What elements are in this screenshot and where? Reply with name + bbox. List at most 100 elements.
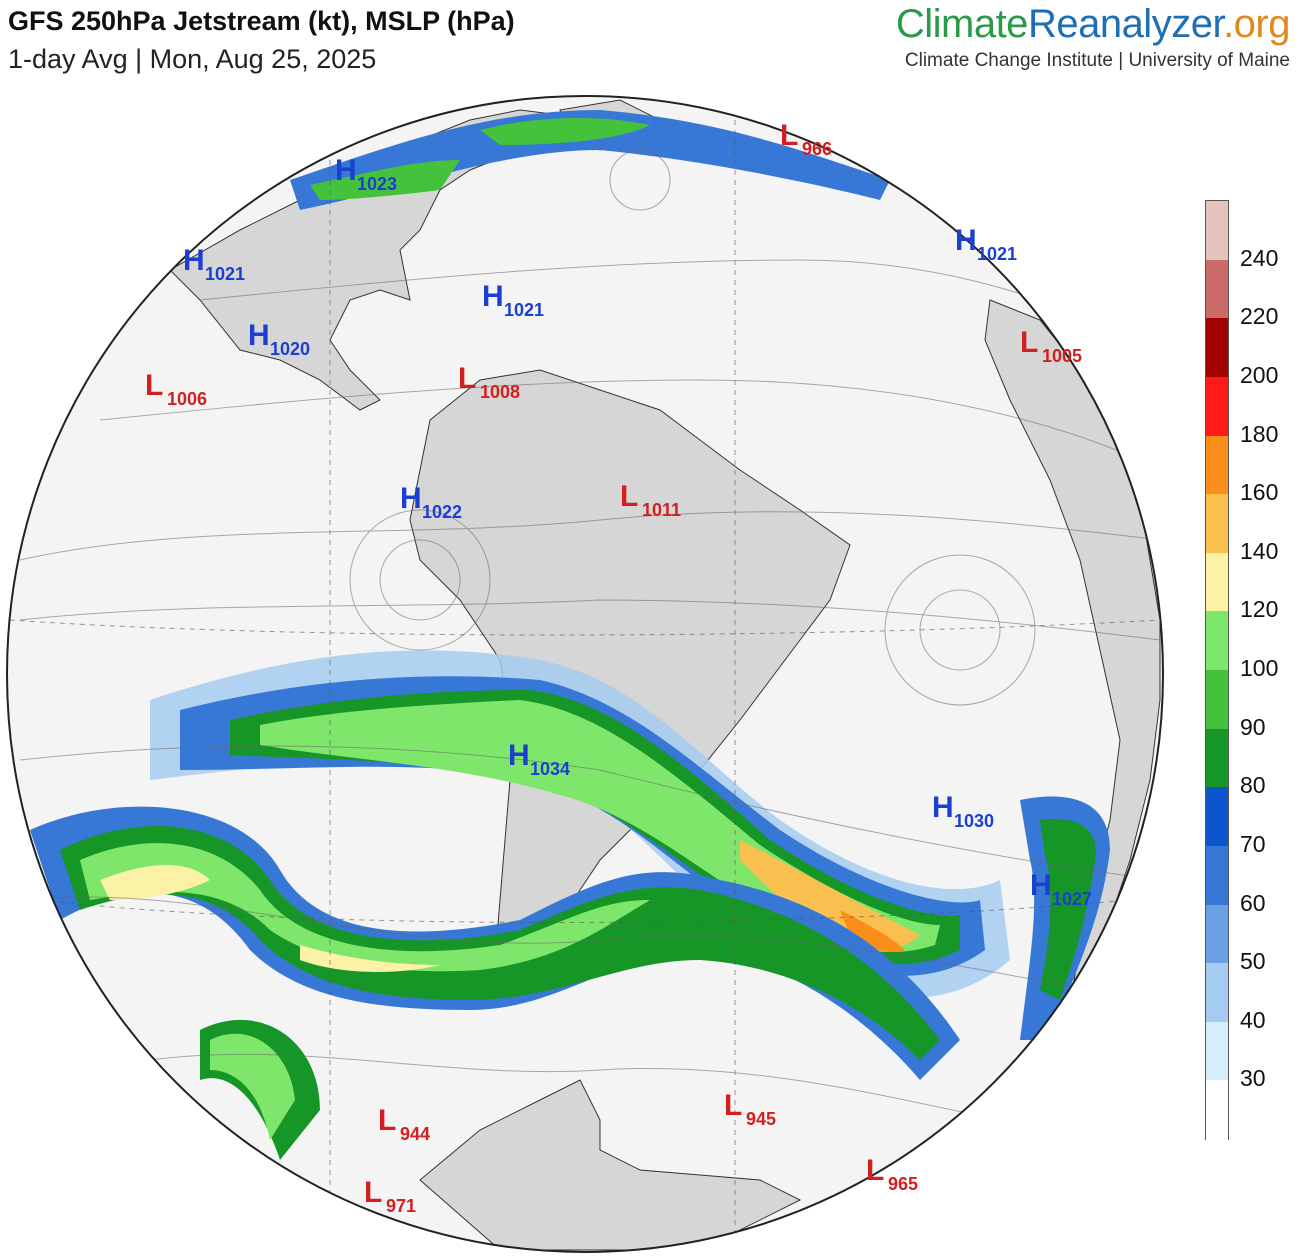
- high-pressure-label: H 1021: [955, 224, 1017, 264]
- pressure-value: 945: [746, 1109, 776, 1129]
- low-pressure-label: L 944: [378, 1104, 430, 1144]
- globe-outline: [6, 95, 1164, 1253]
- map-subtitle: 1-day Avg | Mon, Aug 25, 2025: [8, 44, 377, 74]
- pressure-letter: L: [458, 362, 476, 395]
- low-pressure-label: L 966: [780, 119, 832, 159]
- pressure-letter: H: [932, 791, 954, 824]
- colorbar-segment: [1206, 1021, 1228, 1081]
- low-pressure-label: L 1011: [620, 480, 681, 520]
- high-pressure-label: H 1021: [183, 244, 245, 284]
- pressure-letter: H: [955, 224, 977, 257]
- low-pressure-label: L 1006: [145, 369, 207, 409]
- pressure-value: 1008: [480, 382, 520, 402]
- wind-speed-colorbar: [1205, 200, 1229, 1140]
- colorbar-segment: [1206, 259, 1228, 319]
- pressure-value: 971: [386, 1196, 416, 1216]
- colorbar-segment: [1206, 1080, 1228, 1140]
- pressure-value: 965: [888, 1174, 918, 1194]
- pressure-value: 1027: [1052, 889, 1092, 909]
- colorbar-segment: [1206, 376, 1228, 436]
- colorbar-tick-label: 220: [1240, 303, 1279, 330]
- pressure-value: 944: [400, 1124, 430, 1144]
- colorbar-segment: [1206, 318, 1228, 378]
- colorbar-segment: [1206, 963, 1228, 1023]
- low-pressure-label: L 965: [866, 1154, 918, 1194]
- brand-subtitle: Climate Change Institute | University of…: [904, 50, 1290, 71]
- colorbar-segment: [1206, 201, 1228, 261]
- pressure-letter: L: [866, 1154, 884, 1187]
- pressure-letter: H: [1030, 869, 1052, 902]
- pressure-value: 1034: [530, 759, 570, 779]
- pressure-letter: L: [724, 1089, 742, 1122]
- colorbar-tick-label: 40: [1240, 1006, 1266, 1033]
- colorbar-tick-label: 140: [1240, 537, 1279, 564]
- pressure-letter: H: [482, 280, 504, 313]
- colorbar-segment: [1206, 552, 1228, 612]
- low-pressure-label: L 1008: [458, 362, 520, 402]
- colorbar-tick-label: 120: [1240, 596, 1279, 623]
- colorbar-tick-label: 80: [1240, 772, 1266, 799]
- colorbar-tick-label: 160: [1240, 479, 1279, 506]
- pressure-letter: H: [400, 482, 422, 515]
- colorbar-tick-label: 90: [1240, 713, 1266, 740]
- colorbar-segment: [1206, 611, 1228, 671]
- colorbar-tick-label: 100: [1240, 655, 1279, 681]
- pressure-value: 1020: [270, 339, 310, 359]
- pressure-value: 1006: [167, 389, 207, 409]
- pressure-value: 1005: [1042, 346, 1082, 366]
- high-pressure-label: H 1020: [248, 319, 310, 359]
- colorbar-segment: [1206, 670, 1228, 730]
- brand-part-3: .org: [1223, 2, 1290, 46]
- pressure-value: 1021: [504, 300, 544, 320]
- low-pressure-label: L 1005: [1020, 326, 1082, 366]
- colorbar-segment: [1206, 494, 1228, 554]
- high-pressure-label: H 1030: [932, 791, 994, 831]
- pressure-value: 1021: [205, 264, 245, 284]
- high-pressure-label: H 1022: [400, 482, 462, 522]
- colorbar-tick-label: 60: [1240, 889, 1266, 916]
- pressure-letter: H: [183, 244, 205, 277]
- pressure-letter: L: [780, 119, 798, 152]
- low-pressure-label: L 945: [724, 1089, 776, 1129]
- colorbar-tick-label: 70: [1240, 830, 1266, 857]
- pressure-letter: H: [248, 319, 270, 352]
- colorbar-tick-label: 30: [1240, 1065, 1266, 1092]
- pressure-value: 1011: [642, 500, 681, 520]
- colorbar-tick-label: 200: [1240, 361, 1279, 388]
- pressure-value: 966: [802, 139, 832, 159]
- low-pressure-label: L 971: [364, 1176, 416, 1216]
- colorbar-segment: [1206, 728, 1228, 788]
- colorbar-segment: [1206, 435, 1228, 495]
- pressure-letter: L: [1020, 326, 1038, 359]
- high-pressure-label: H 1023: [335, 154, 397, 194]
- colorbar-tick-label: 240: [1240, 244, 1279, 271]
- colorbar-segment: [1206, 845, 1228, 905]
- pressure-letter: L: [145, 369, 163, 402]
- graticule: [9, 100, 1161, 1250]
- jet-band-north-atlantic: [290, 110, 890, 210]
- streamlines: [19, 149, 1161, 1121]
- high-pressure-label: H 1021: [482, 280, 544, 320]
- colorbar-segment: [1206, 787, 1228, 847]
- jet-band-polar: [200, 796, 1110, 1160]
- colorbar-tick-label: 180: [1240, 420, 1279, 447]
- colorbar-segment: [1206, 904, 1228, 964]
- brand-part-2: Reanalyzer: [1027, 2, 1224, 46]
- high-pressure-label: H 1027: [1030, 869, 1092, 909]
- pressure-value: 1023: [357, 174, 397, 194]
- brand-part-1: Climate: [895, 2, 1029, 46]
- pressure-letter: L: [378, 1104, 396, 1137]
- brand-logo[interactable]: ClimateReanalyzer.org: [895, 2, 1291, 47]
- high-pressure-label: H 1034: [508, 739, 570, 779]
- pressure-value: 1030: [954, 811, 994, 831]
- map-title: GFS 250hPa Jetstream (kt), MSLP (hPa): [8, 6, 515, 36]
- pressure-letter: L: [364, 1176, 382, 1209]
- pressure-value: 1022: [422, 502, 462, 522]
- pressure-letter: H: [335, 154, 357, 187]
- pressure-value: 1021: [977, 244, 1017, 264]
- pressure-letter: L: [620, 480, 638, 513]
- pressure-letter: H: [508, 739, 530, 772]
- colorbar-tick-label: 50: [1240, 948, 1266, 975]
